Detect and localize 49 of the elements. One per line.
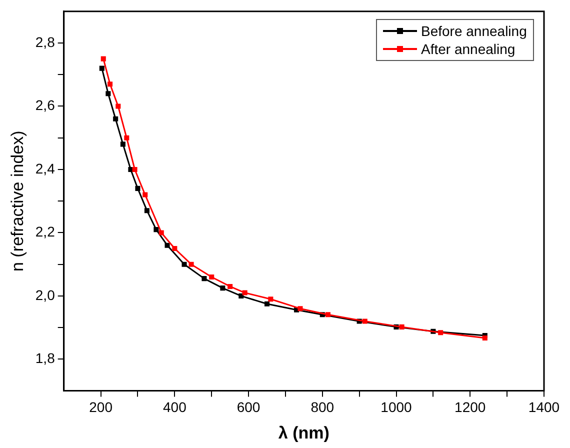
legend-label: After annealing bbox=[421, 40, 516, 58]
point bbox=[108, 82, 113, 87]
point bbox=[116, 104, 121, 109]
point bbox=[209, 274, 214, 280]
point bbox=[325, 312, 330, 318]
y-tick-label: 2,8 bbox=[35, 34, 56, 50]
y-tick-label: 2,0 bbox=[35, 286, 56, 303]
y-tick-label: 1,8 bbox=[35, 350, 56, 366]
point bbox=[144, 208, 150, 214]
point bbox=[164, 242, 170, 248]
x-tick-label: 800 bbox=[310, 399, 334, 416]
point bbox=[154, 227, 159, 232]
y-tick-label: 2,2 bbox=[35, 224, 56, 240]
point bbox=[264, 301, 270, 306]
point bbox=[242, 290, 248, 296]
point bbox=[362, 318, 368, 324]
point bbox=[106, 91, 111, 96]
x-axis-title: λ (nm) bbox=[278, 423, 330, 442]
point bbox=[172, 246, 178, 252]
point bbox=[298, 306, 303, 312]
y-axis-title: n (refractive index) bbox=[8, 130, 27, 272]
point bbox=[142, 192, 148, 198]
point bbox=[124, 135, 130, 140]
point bbox=[113, 116, 118, 122]
point bbox=[268, 296, 274, 302]
point bbox=[438, 330, 444, 336]
point bbox=[482, 335, 488, 341]
x-tick-label: 600 bbox=[236, 399, 260, 416]
point bbox=[399, 324, 404, 330]
point bbox=[132, 166, 138, 172]
point bbox=[220, 286, 226, 291]
point bbox=[158, 230, 164, 236]
x-tick-label: 1000 bbox=[380, 399, 412, 416]
point bbox=[120, 142, 126, 147]
y-tick-label: 2,4 bbox=[35, 160, 56, 176]
x-tick-label: 400 bbox=[162, 399, 187, 416]
point bbox=[228, 284, 233, 289]
point bbox=[135, 186, 140, 191]
point bbox=[182, 262, 187, 267]
point bbox=[100, 56, 106, 62]
legend-label: Before annealing bbox=[421, 22, 527, 40]
x-tick-label: 1400 bbox=[528, 399, 560, 416]
point bbox=[202, 276, 207, 282]
x-tick-label: 1200 bbox=[454, 399, 486, 416]
y-tick-label: 2,6 bbox=[35, 97, 56, 114]
point bbox=[188, 262, 194, 267]
x-tick-label: 200 bbox=[89, 399, 113, 416]
point bbox=[99, 66, 104, 71]
point bbox=[238, 293, 244, 298]
